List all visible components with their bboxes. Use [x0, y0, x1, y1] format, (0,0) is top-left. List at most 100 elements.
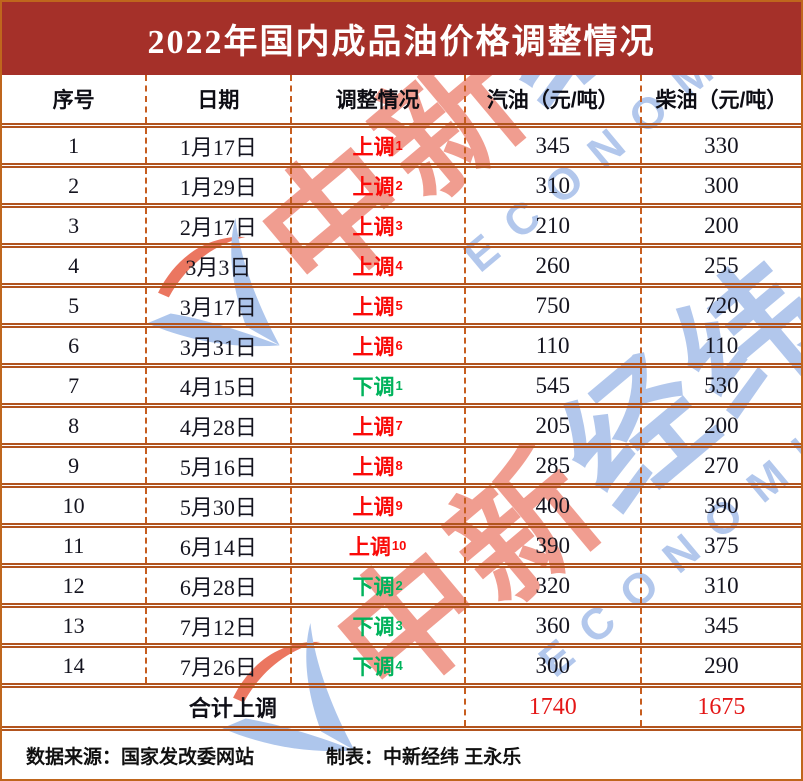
adjust-sup: 9 [395, 498, 403, 513]
cell-date: 4月15日 [145, 368, 289, 403]
cell-no: 1 [68, 132, 80, 158]
cell-diesel: 720 [639, 288, 801, 323]
cell-diesel: 310 [639, 568, 801, 603]
price-adjustment-table: 序号 日期 调整情况 汽油（元/吨） 柴油（元/吨） 1 1月17日 上调 1 3… [2, 75, 801, 779]
cell-no: 2 [68, 172, 80, 198]
cell-date: 5月30日 [145, 488, 289, 523]
table-row: 14 7月26日 下调 4 300 290 [2, 648, 801, 688]
cell-date: 1月29日 [145, 168, 289, 203]
cell-diesel: 375 [639, 528, 801, 563]
adjust-sup: 6 [395, 338, 403, 353]
cell-date: 2月17日 [145, 208, 289, 243]
adjust-word: 上调 [348, 535, 391, 559]
cell-no: 6 [68, 332, 80, 358]
adjustment-cell: 上调 1 [289, 128, 464, 163]
cell-gasoline: 285 [463, 448, 640, 483]
cell-gasoline: 400 [463, 488, 640, 523]
adjust-word: 上调 [352, 335, 395, 359]
adjust-word: 下调 [352, 575, 395, 599]
adjustment-cell: 上调 3 [289, 208, 464, 243]
adjustment-cell: 下调 3 [289, 608, 464, 643]
footer-notes: 数据来源：国家发改委网站 制表：中新经纬 王永乐 [2, 731, 801, 779]
adjustment-cell: 下调 4 [289, 648, 464, 683]
adjust-word: 上调 [352, 175, 395, 199]
adjust-sup: 2 [395, 578, 403, 593]
cell-date: 7月26日 [145, 648, 289, 683]
cell-date: 1月17日 [145, 128, 289, 163]
cell-diesel: 255 [639, 248, 801, 283]
header-adjustment: 调整情况 [289, 75, 464, 123]
table-row: 11 6月14日 上调 10 390 375 [2, 528, 801, 568]
cell-no: 3 [68, 212, 80, 238]
table-row: 6 3月31日 上调 6 110 110 [2, 328, 801, 368]
cell-no: 4 [68, 252, 80, 278]
adjustment-cell: 上调 2 [289, 168, 464, 203]
cell-date: 6月14日 [145, 528, 289, 563]
adjustment-cell: 上调 6 [289, 328, 464, 363]
cell-diesel: 300 [639, 168, 801, 203]
cell-date: 3月17日 [145, 288, 289, 323]
adjustment-cell: 上调 10 [289, 528, 464, 563]
total-diesel: 1675 [639, 688, 801, 726]
cell-gasoline: 390 [463, 528, 640, 563]
adjust-word: 下调 [352, 375, 395, 399]
credit-note: 制表：中新经纬 王永乐 [326, 746, 522, 768]
adjustment-cell: 上调 4 [289, 248, 464, 283]
cell-gasoline: 210 [463, 208, 640, 243]
adjust-word: 上调 [352, 215, 395, 239]
table-header-row: 序号 日期 调整情况 汽油（元/吨） 柴油（元/吨） [2, 75, 801, 128]
cell-date: 4月28日 [145, 408, 289, 443]
adjust-word: 上调 [352, 135, 395, 159]
adjustment-cell: 下调 2 [289, 568, 464, 603]
table-row: 4 3月3日 上调 4 260 255 [2, 248, 801, 288]
table-row: 7 4月15日 下调 1 545 530 [2, 368, 801, 408]
adjust-word: 下调 [352, 655, 395, 679]
adjustment-cell: 下调 1 [289, 368, 464, 403]
adjust-sup: 7 [395, 418, 403, 433]
table-row: 12 6月28日 下调 2 320 310 [2, 568, 801, 608]
adjust-word: 上调 [352, 295, 395, 319]
cell-no: 9 [68, 452, 80, 478]
cell-diesel: 200 [639, 408, 801, 443]
cell-diesel: 530 [639, 368, 801, 403]
table-row: 10 5月30日 上调 9 400 390 [2, 488, 801, 528]
cell-date: 3月3日 [145, 248, 289, 283]
table-row: 9 5月16日 上调 8 285 270 [2, 448, 801, 488]
adjust-sup: 8 [395, 458, 403, 473]
table-row: 13 7月12日 下调 3 360 345 [2, 608, 801, 648]
total-row: 合计上调 1740 1675 [2, 688, 801, 731]
cell-diesel: 290 [639, 648, 801, 683]
cell-no: 5 [68, 292, 80, 318]
adjust-sup: 10 [391, 538, 407, 553]
header-diesel: 柴油（元/吨） [639, 75, 801, 123]
adjust-word: 上调 [352, 455, 395, 479]
header-gasoline: 汽油（元/吨） [463, 75, 640, 123]
adjust-word: 上调 [352, 495, 395, 519]
cell-no: 10 [62, 492, 85, 518]
total-label: 合计上调 [188, 696, 277, 721]
cell-gasoline: 750 [463, 288, 640, 323]
header-no: 序号 [52, 89, 95, 112]
cell-date: 3月31日 [145, 328, 289, 363]
table-body: 1 1月17日 上调 1 345 330 2 1月29日 上调 2 310 300 … [2, 128, 801, 688]
cell-date: 7月12日 [145, 608, 289, 643]
cell-gasoline: 110 [463, 328, 640, 363]
header-date: 日期 [145, 75, 289, 123]
table-row: 1 1月17日 上调 1 345 330 [2, 128, 801, 168]
cell-diesel: 270 [639, 448, 801, 483]
cell-gasoline: 545 [463, 368, 640, 403]
adjust-sup: 2 [395, 178, 403, 193]
cell-gasoline: 320 [463, 568, 640, 603]
adjustment-cell: 上调 7 [289, 408, 464, 443]
adjust-sup: 1 [395, 378, 403, 393]
table-row: 8 4月28日 上调 7 205 200 [2, 408, 801, 448]
cell-no: 11 [63, 532, 85, 558]
cell-gasoline: 260 [463, 248, 640, 283]
cell-diesel: 390 [639, 488, 801, 523]
adjust-word: 下调 [352, 615, 395, 639]
cell-date: 5月16日 [145, 448, 289, 483]
cell-no: 14 [62, 652, 85, 678]
cell-no: 13 [62, 612, 85, 638]
cell-diesel: 200 [639, 208, 801, 243]
adjust-sup: 5 [395, 298, 403, 313]
